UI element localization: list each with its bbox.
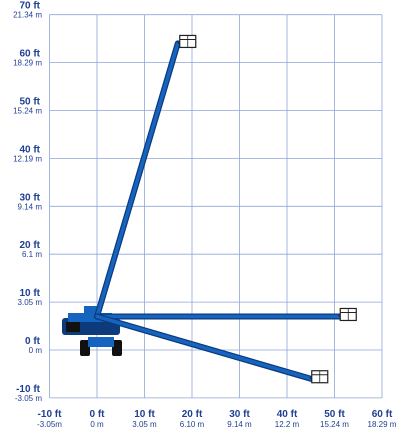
x-tick-label-m: 12.2 m — [275, 420, 300, 429]
x-tick-label-ft: 40 ft — [277, 409, 298, 420]
y-tick-label-m: 21.34 m — [13, 11, 42, 20]
x-tick-label-ft: 10 ft — [134, 409, 155, 420]
y-tick-label-ft: 60 ft — [19, 49, 40, 60]
boom-arm — [94, 34, 197, 320]
platform-basket-icon — [176, 34, 197, 49]
x-axis-labels: -10 ft-3.05m 0 ft0 m 10 ft3.05 m 20 ft6.10 … — [37, 409, 397, 429]
y-tick-label-m: 12.19 m — [13, 154, 42, 163]
platform-basket-icon — [337, 307, 357, 322]
grid — [49, 14, 383, 399]
x-tick-label-m: 15.24 m — [320, 420, 349, 429]
x-tick-label-ft: 60 ft — [372, 409, 393, 420]
aerial-lift-machine-icon — [62, 306, 122, 356]
y-tick-label-m: 0 m — [29, 346, 43, 355]
y-tick-label-ft: 50 ft — [19, 97, 40, 108]
y-tick-label-ft: 10 ft — [19, 288, 40, 299]
y-tick-label-m: -3.05 m — [15, 394, 42, 403]
x-tick-label-ft: 30 ft — [229, 409, 250, 420]
x-tick-label-m: -3.05m — [37, 420, 62, 429]
y-tick-label-m: 3.05 m — [18, 298, 43, 307]
boom-arm-fill — [95, 41, 180, 319]
y-tick-label-m: 6.1 m — [22, 250, 42, 259]
y-tick-label-ft: 40 ft — [19, 144, 40, 155]
boom-arm — [94, 313, 329, 384]
y-tick-label-ft: 0 ft — [25, 336, 41, 347]
x-tick-label-m: 0 m — [90, 420, 104, 429]
y-tick-label-ft: 70 ft — [19, 1, 40, 12]
x-tick-label-ft: 0 ft — [90, 409, 106, 420]
x-tick-label-ft: 50 ft — [324, 409, 345, 420]
x-tick-label-m: 18.29 m — [368, 420, 397, 429]
x-tick-label-m: 9.14 m — [227, 420, 252, 429]
y-tick-label-m: 9.14 m — [18, 202, 43, 211]
y-tick-label-m: 18.29 m — [13, 59, 42, 68]
boom-arm — [94, 307, 357, 322]
x-tick-label-ft: -10 ft — [38, 409, 63, 420]
x-tick-label-ft: 20 ft — [182, 409, 203, 420]
x-tick-label-m: 6.10 m — [180, 420, 205, 429]
boom-positions — [94, 34, 357, 384]
y-tick-label-ft: 20 ft — [19, 240, 40, 251]
y-tick-label-ft: 30 ft — [19, 192, 40, 203]
x-tick-label-m: 3.05 m — [132, 420, 157, 429]
boom-arm-fill — [95, 314, 313, 381]
y-tick-label-ft: -10 ft — [16, 384, 41, 395]
y-tick-label-m: 15.24 m — [13, 107, 42, 116]
platform-basket-icon — [309, 370, 329, 384]
